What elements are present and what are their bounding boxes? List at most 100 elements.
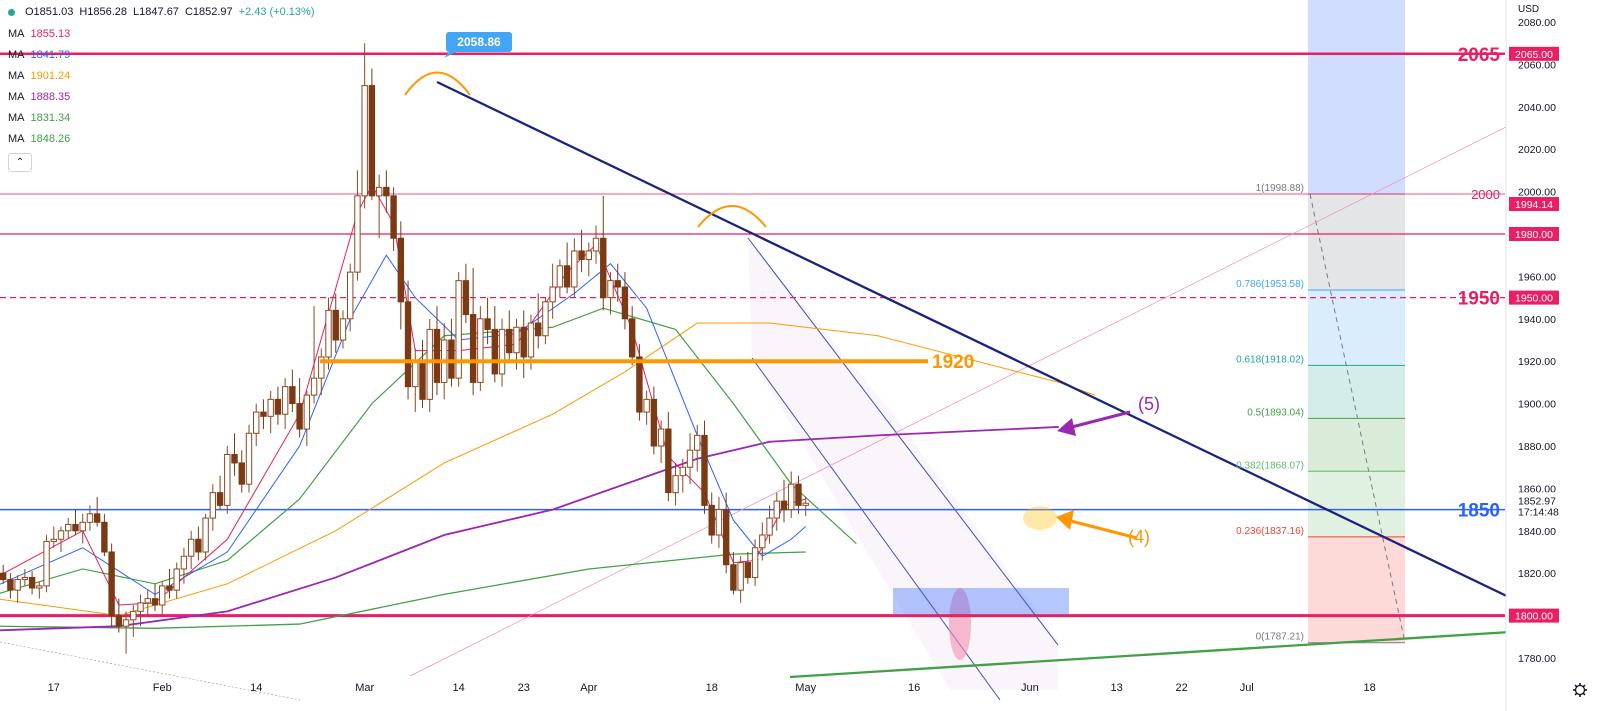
candle-down [650, 398, 658, 447]
time-tick-label: 18 [1364, 682, 1376, 694]
ma-legend-row[interactable]: MA 1888.35 [8, 87, 315, 108]
candle-up [187, 538, 195, 557]
candle-up [679, 466, 686, 477]
high-value: H1856.28 [79, 6, 128, 18]
time-tick-label: 14 [250, 682, 262, 694]
ma-label: MA [8, 49, 25, 61]
candle-up [643, 398, 650, 413]
candle-down [28, 576, 36, 589]
time-tick-label: Jul [1240, 682, 1254, 694]
wave4-arrowhead [1056, 510, 1074, 530]
ma-legend-row[interactable]: MA 1901.24 [8, 66, 315, 87]
peak-arc-right [697, 205, 767, 228]
time-axis[interactable]: 17 Feb 14 Mar 14 23 Apr 18 May 16 Jun 13 22 Jul 18 [48, 682, 1587, 697]
candle-up [253, 411, 260, 434]
candle-up [715, 509, 723, 536]
gear-tooth [1582, 684, 1586, 688]
candle-up [361, 85, 368, 197]
candle-up [21, 576, 29, 581]
candle-down [419, 360, 426, 400]
fib-zone [1308, 365, 1405, 419]
ma-legend-row[interactable]: MA 1831.34 [8, 108, 315, 129]
time-tick-label: 18 [706, 682, 718, 694]
gear-tooth [1574, 684, 1578, 688]
price-label-text: 1800.00 [1515, 611, 1553, 623]
fib-zone [1308, 536, 1405, 643]
candle-up [694, 434, 701, 451]
fib-level-label: 0.236(1837.16) [1236, 526, 1304, 537]
candle-up [43, 540, 50, 587]
candle-down [7, 579, 14, 591]
time-tick-label: 23 [518, 682, 530, 694]
price-axis-background [1506, 0, 1600, 711]
ma-label: MA [8, 112, 25, 124]
fibonacci-zones [1308, 0, 1406, 644]
candle-up [57, 530, 65, 540]
fibonacci-labels: 1(1998.88) 0.786(1953.58) 0.618(1918.02) 0.… [1236, 183, 1304, 643]
candle-up [130, 610, 137, 621]
ma-legend-row[interactable]: MA 1848.26 [8, 129, 315, 150]
rising-trend-line [409, 124, 1511, 677]
price-tick-label: 2080.00 [1518, 17, 1556, 29]
candle-up [224, 453, 231, 506]
price-label-box [1509, 608, 1559, 623]
price-label-box [1509, 227, 1559, 241]
price-label-text: 1994.14 [1515, 199, 1553, 211]
price-tick-label: 2060.00 [1518, 59, 1556, 71]
fib-trend-line [1309, 193, 1406, 643]
candle-down [289, 386, 296, 405]
long-term-support-line [789, 630, 1511, 679]
candle-down [491, 328, 499, 375]
candle-up [513, 326, 520, 354]
fib-extension-zone [1308, 0, 1405, 194]
peak-callout-box [446, 32, 512, 52]
candles[interactable] [0, 43, 809, 654]
ma-value: 1841.79 [30, 49, 71, 61]
wave5-arrowhead [1057, 418, 1076, 436]
candle-up [325, 309, 332, 358]
candle-up [339, 318, 347, 341]
price-tick-label: 1820.00 [1518, 568, 1556, 580]
candle-up [788, 483, 795, 511]
level-2000-label: 2000 [1471, 187, 1500, 202]
candle-up [347, 271, 354, 320]
peak-callout-label: 2058.86 [457, 35, 501, 49]
time-tick-label: Mar [355, 682, 374, 694]
time-tick-label: 14 [453, 682, 465, 694]
price-tick-label: 2040.00 [1518, 102, 1556, 114]
candle-up [585, 250, 592, 260]
candle-up [571, 250, 578, 288]
fib-zone [1308, 290, 1405, 366]
price-label-box [1509, 197, 1559, 212]
candle-down [795, 483, 802, 506]
candle-up [607, 280, 614, 299]
candle-up [657, 428, 665, 447]
candle-down [404, 301, 412, 388]
currency-label: USD [1518, 4, 1539, 15]
candle-down [722, 509, 730, 566]
time-tick-label: Jun [1021, 682, 1039, 694]
candle-up [159, 585, 166, 606]
close-value: C1852.97 [184, 6, 233, 18]
ma-value: 1848.26 [30, 133, 71, 145]
candle-down [636, 356, 643, 413]
ma-legend-row[interactable]: MA 1841.79 [8, 45, 315, 66]
candle-down [628, 318, 636, 358]
gear-icon[interactable] [1573, 683, 1587, 697]
candle-down [216, 492, 224, 506]
ma-legend-row[interactable]: MA 1855.13 [8, 24, 315, 45]
moving-average-line [0, 254, 807, 595]
fib-zone [1308, 471, 1405, 537]
candle-up [759, 534, 766, 549]
candle-down [621, 286, 629, 320]
candle-up [267, 398, 274, 417]
price-label-text: 1980.00 [1515, 229, 1553, 241]
candle-up [209, 492, 217, 519]
collapse-legend-button[interactable]: ⌃ [8, 153, 32, 172]
candle-down [520, 326, 527, 358]
ma-value: 1888.35 [30, 91, 71, 103]
ma-label: MA [8, 91, 25, 103]
time-tick-label: 22 [1176, 682, 1188, 694]
price-axis[interactable]: USD1780.001800.001820.001840.001860.0018… [1505, 0, 1600, 711]
